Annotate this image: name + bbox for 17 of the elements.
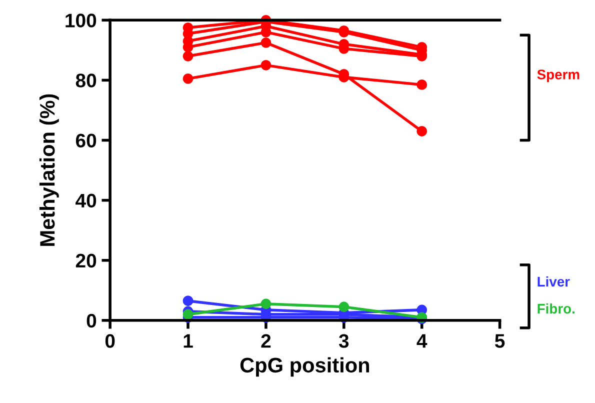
x-tick-label: 1 xyxy=(184,334,193,348)
x-tick-label: 4 xyxy=(416,334,428,348)
text: Sperm xyxy=(537,70,580,82)
y-tick-label: 60 xyxy=(76,134,96,148)
x-tick-label: 3 xyxy=(338,334,349,348)
y-tick-label: 100 xyxy=(66,14,96,28)
y-tick-label: 80 xyxy=(76,74,96,88)
x-tick-label: 0 xyxy=(105,334,115,348)
y-tick-label: 20 xyxy=(76,254,96,268)
x-axis-title: CpG position xyxy=(240,357,370,377)
text: Liver xyxy=(538,276,570,287)
y-tick-label: 0 xyxy=(86,314,96,328)
x-tick-label: 2 xyxy=(261,334,271,348)
y-tick-label: 40 xyxy=(76,194,96,208)
y-axis-title: Methylation (%) xyxy=(39,94,59,246)
x-tick-label: 5 xyxy=(494,334,505,348)
text: Fibro. xyxy=(538,303,574,314)
